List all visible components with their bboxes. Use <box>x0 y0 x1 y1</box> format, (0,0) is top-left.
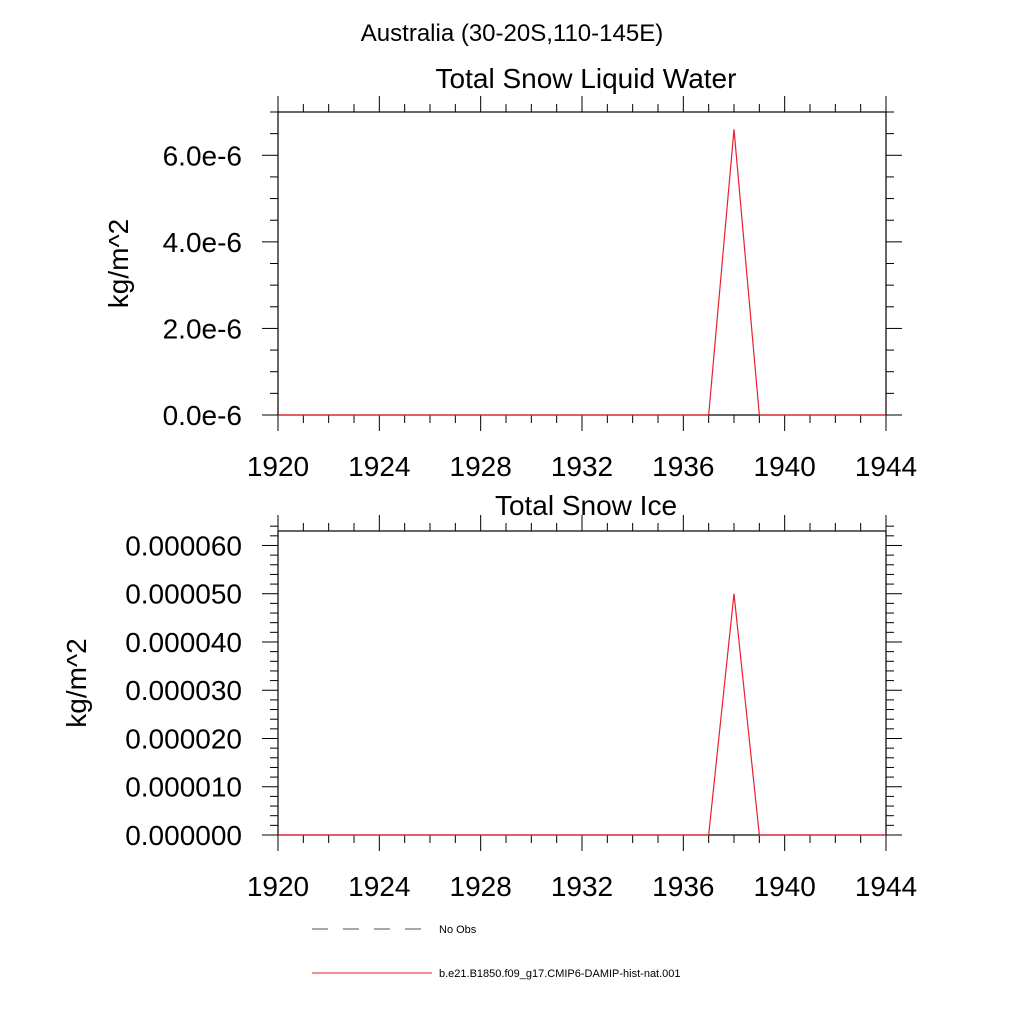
y-axis-label: kg/m^2 <box>61 638 92 727</box>
x-tick-label: 1932 <box>551 871 613 902</box>
y-tick-label: 0.000000 <box>125 820 242 851</box>
x-tick-label: 1932 <box>551 451 613 482</box>
legend: No Obs b.e21.B1850.f09_g17.CMIP6-DAMIP-hi… <box>312 924 681 980</box>
x-tick-label: 1936 <box>652 871 714 902</box>
y-tick-label: 0.000040 <box>125 627 242 658</box>
x-tick-label: 1940 <box>754 451 816 482</box>
series-line <box>278 129 886 416</box>
y-tick-label: 4.0e-6 <box>163 227 242 258</box>
y-tick-label: 0.000050 <box>125 579 242 610</box>
y-tick-label: 2.0e-6 <box>163 313 242 344</box>
legend-label: b.e21.B1850.f09_g17.CMIP6-DAMIP-hist-nat… <box>439 968 681 980</box>
x-tick-label: 1920 <box>247 871 309 902</box>
y-tick-label: 0.0e-6 <box>163 400 242 431</box>
legend-label: No Obs <box>439 924 477 936</box>
y-tick-label: 0.000010 <box>125 772 242 803</box>
y-tick-label: 0.000060 <box>125 530 242 561</box>
x-tick-label: 1928 <box>450 871 512 902</box>
panel-title: Total Snow Liquid Water <box>436 63 737 94</box>
panel-title: Total Snow Ice <box>495 490 677 521</box>
panel-snow-ice: Total Snow Ice 1920 1924 1928 1932 1936 1940 19… <box>61 490 917 902</box>
x-tick-label: 1940 <box>754 871 816 902</box>
plot-frame <box>277 530 887 836</box>
x-tick-label: 1936 <box>652 451 714 482</box>
y-tick-label: 0.000030 <box>125 675 242 706</box>
x-tick-label: 1944 <box>855 451 917 482</box>
figure-title: Australia (30-20S,110-145E) <box>361 20 663 47</box>
x-tick-label: 1944 <box>855 871 917 902</box>
plot-frame <box>277 111 887 416</box>
x-tick-label: 1920 <box>247 451 309 482</box>
x-tick-label: 1924 <box>348 451 410 482</box>
y-tick-label: 6.0e-6 <box>163 140 242 171</box>
y-tick-label: 0.000020 <box>125 723 242 754</box>
x-tick-label: 1924 <box>348 871 410 902</box>
y-axis-label: kg/m^2 <box>103 219 134 308</box>
series-line <box>278 593 886 836</box>
x-tick-label: 1928 <box>450 451 512 482</box>
panel-snow-liquid-water: Total Snow Liquid Water 1920 1924 1928 1932 1… <box>103 63 917 482</box>
